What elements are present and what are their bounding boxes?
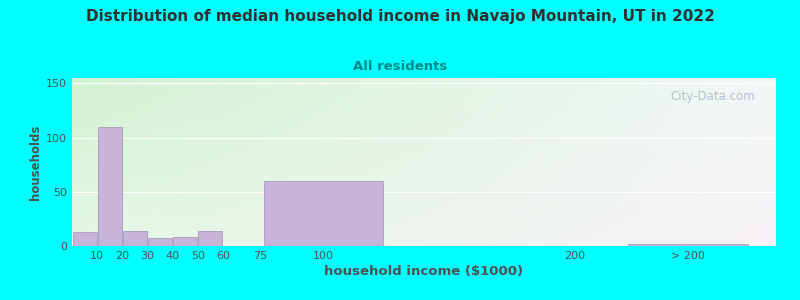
Bar [123, 231, 147, 246]
Bar [148, 238, 172, 246]
Text: City-Data.com: City-Data.com [670, 90, 755, 103]
Y-axis label: households: households [29, 124, 42, 200]
X-axis label: household income ($1000): household income ($1000) [325, 265, 523, 278]
Bar [98, 127, 122, 246]
Bar [264, 181, 383, 246]
Bar [198, 231, 222, 246]
Bar [628, 244, 748, 246]
Text: All residents: All residents [353, 60, 447, 73]
Bar [73, 232, 97, 246]
Text: Distribution of median household income in Navajo Mountain, UT in 2022: Distribution of median household income … [86, 9, 714, 24]
Bar [173, 237, 197, 246]
